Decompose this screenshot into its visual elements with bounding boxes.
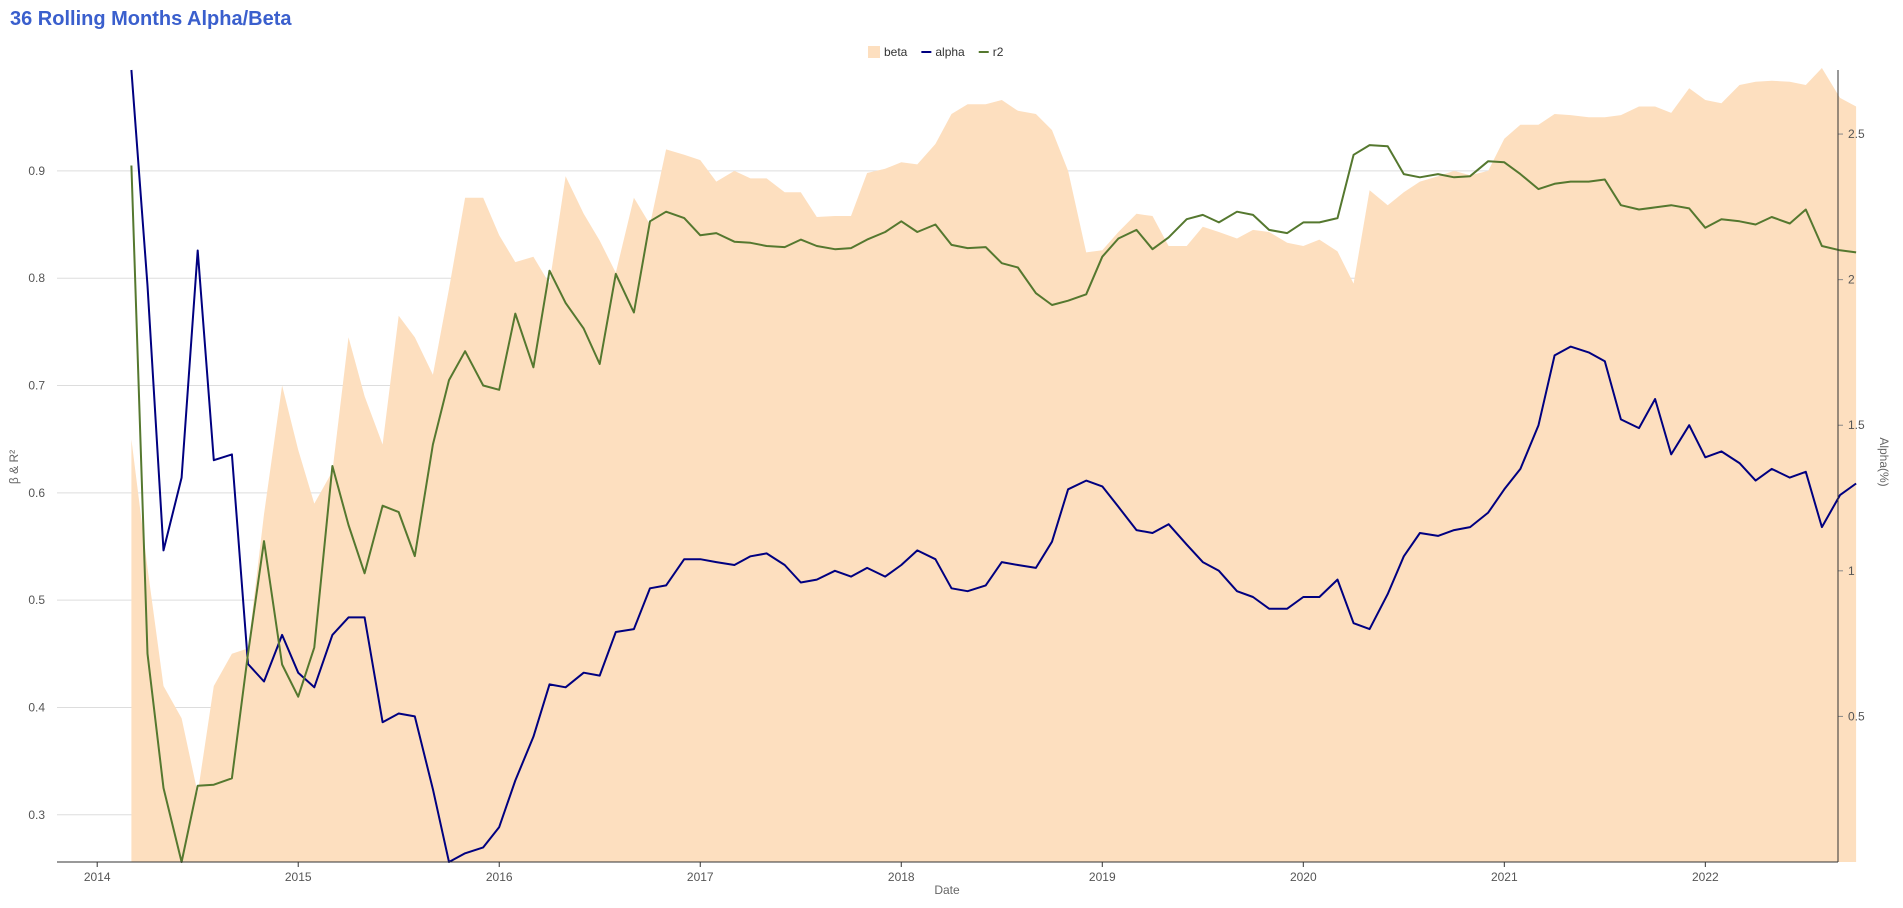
legend-label: alpha [935,45,965,59]
y-left-tick-label: 0.4 [28,700,45,714]
y-left-tick-label: 0.6 [28,486,45,500]
x-tick-label: 2021 [1491,870,1518,884]
y-right-tick-label: 2.5 [1848,127,1865,141]
area-layer [131,68,1857,862]
series-r2-line[interactable] [130,144,1857,863]
x-tick-label: 2018 [888,870,915,884]
legend-swatch [868,46,880,58]
legend-item-r2[interactable]: r2 [978,45,1004,59]
y-left-tick-label: 0.7 [28,379,45,393]
y-left-tick-label: 0.8 [28,271,45,285]
legend-label: r2 [993,45,1004,59]
axis-layer: 0.3 0.4 0.5 0.6 0.7 0.8 0.9 0.5 1 1.5 2 2.5 2014 2015… [28,70,1865,884]
chart-title: 36 Rolling Months Alpha/Beta [10,8,292,30]
y-right-tick-label: 2 [1848,273,1855,287]
legend[interactable]: beta alpha r2 [868,45,1004,59]
y-axis-right-title: Alpha(%) [1877,437,1891,486]
x-tick-label: 2022 [1692,870,1719,884]
y-left-tick-label: 0.5 [28,593,45,607]
series-beta-area[interactable] [131,68,1857,862]
y-right-tick-label: 1 [1848,564,1855,578]
y-right-tick-label: 0.5 [1848,709,1865,723]
x-tick-label: 2019 [1089,870,1116,884]
x-axis-title: Date [934,883,960,897]
x-tick-label: 2020 [1290,870,1317,884]
y-left-tick-label: 0.9 [28,164,45,178]
series-alpha-line[interactable] [130,69,1857,863]
line-layer [130,69,1857,863]
y-left-tick-label: 0.3 [28,808,45,822]
x-tick-label: 2017 [687,870,714,884]
x-tick-label: 2014 [84,870,111,884]
legend-label: beta [884,45,908,59]
y-right-tick-label: 1.5 [1848,418,1865,432]
legend-item-alpha[interactable]: alpha [921,45,965,59]
x-tick-label: 2016 [486,870,513,884]
legend-item-beta[interactable]: beta [868,45,908,59]
y-axis-left-title: β & R² [7,450,21,484]
x-tick-label: 2015 [285,870,312,884]
